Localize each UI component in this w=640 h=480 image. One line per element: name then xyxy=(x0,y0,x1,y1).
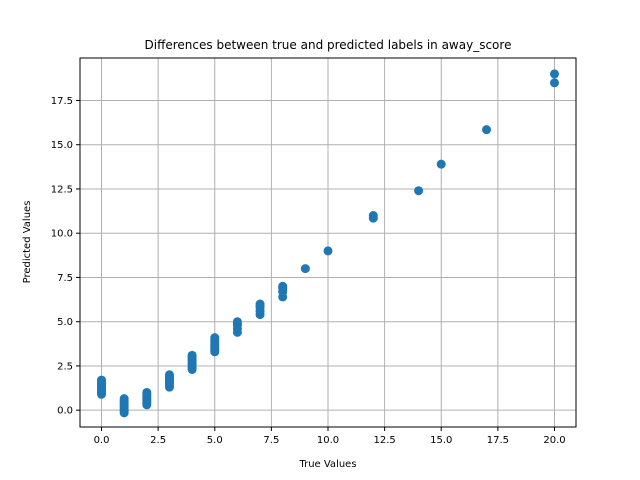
x-tick-label: 5.0 xyxy=(207,435,223,446)
y-tick-label: 5.0 xyxy=(57,317,73,328)
data-point xyxy=(278,281,288,291)
x-tick-label: 7.5 xyxy=(263,435,279,446)
data-point xyxy=(210,333,220,343)
data-point xyxy=(97,375,107,385)
data-point xyxy=(368,211,378,221)
x-tick-label: 10.0 xyxy=(317,435,339,446)
y-tick-label: 12.5 xyxy=(51,184,73,195)
x-tick-label: 17.5 xyxy=(487,435,509,446)
y-tick-label: 17.5 xyxy=(51,96,73,107)
data-point xyxy=(164,370,174,380)
data-point xyxy=(142,387,152,397)
y-tick-label: 2.5 xyxy=(57,361,73,372)
data-point xyxy=(300,264,310,274)
x-tick-label: 2.5 xyxy=(150,435,166,446)
x-tick-label: 15.0 xyxy=(430,435,452,446)
y-tick-label: 15.0 xyxy=(51,140,73,151)
data-point xyxy=(119,394,129,404)
x-axis-label: True Values xyxy=(298,459,356,470)
x-tick-label: 12.5 xyxy=(373,435,395,446)
data-point xyxy=(436,159,446,169)
data-point xyxy=(187,350,197,360)
x-tick-label: 0.0 xyxy=(94,435,110,446)
x-axis-ticks: 0.0 2.5 5.0 7.5 10.0 12.5 15.0 17.5 20.0 xyxy=(94,427,566,446)
y-axis-label: Predicted Values xyxy=(22,201,33,284)
data-point xyxy=(482,125,492,135)
data-point xyxy=(255,299,265,309)
x-tick-label: 20.0 xyxy=(543,435,565,446)
chart-title: Differences between true and predicted l… xyxy=(145,38,512,52)
y-tick-label: 0.0 xyxy=(57,406,73,417)
data-point xyxy=(549,78,559,88)
data-point xyxy=(323,246,333,256)
data-point xyxy=(414,186,424,196)
data-point xyxy=(232,317,242,327)
data-point xyxy=(549,69,559,79)
y-axis-ticks: 0.0 2.5 5.0 7.5 10.0 12.5 15.0 17.5 xyxy=(51,96,80,417)
data-points xyxy=(97,69,559,418)
grid-lines xyxy=(80,58,576,427)
y-tick-label: 10.0 xyxy=(51,229,73,240)
y-tick-label: 7.5 xyxy=(57,273,73,284)
